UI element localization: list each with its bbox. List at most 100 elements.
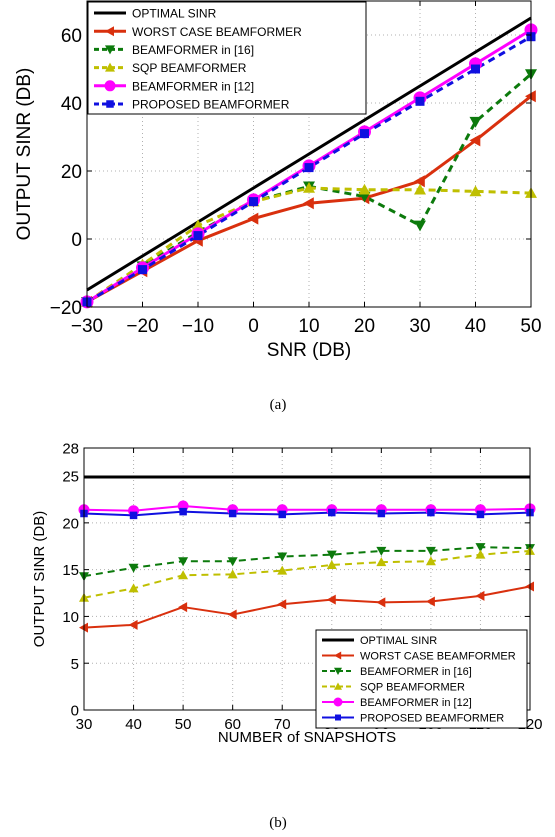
legend-box (315, 629, 528, 729)
data-point (326, 594, 336, 605)
data-point (138, 265, 147, 275)
series-line-1 (83, 585, 531, 629)
legend-entry: OPTIMAL SINR (360, 635, 437, 647)
x-tick-label: 70 (274, 716, 291, 733)
legend-marker (106, 100, 114, 108)
data-point (525, 90, 536, 103)
legend-marker (105, 45, 115, 55)
legend-marker (105, 62, 115, 72)
data-point (277, 565, 288, 575)
series-line-4 (83, 505, 531, 512)
legend-marker (334, 651, 342, 660)
data-point (425, 556, 436, 566)
legend-entry: BEAMFORMER in [16] (360, 666, 472, 678)
y-tick-label: 40 (61, 94, 82, 115)
legend-box (87, 1, 367, 115)
x-tick-label: 50 (175, 716, 192, 733)
y-tick-label: 28 (62, 441, 79, 458)
data-point (475, 549, 486, 559)
data-point (277, 599, 287, 610)
data-point (193, 231, 203, 241)
data-point (128, 563, 139, 573)
x-tick-label: −30 (71, 316, 103, 337)
data-point (303, 182, 315, 193)
legend-entry: WORST CASE BEAMFORMER (360, 651, 516, 663)
data-point (227, 609, 237, 620)
data-point (277, 552, 288, 562)
legend-marker (104, 80, 116, 92)
data-point (469, 134, 481, 147)
data-point (227, 569, 238, 579)
data-point (425, 546, 436, 556)
data-point (179, 507, 187, 516)
data-point (227, 557, 238, 567)
data-point (303, 197, 314, 210)
x-tick-label: 40 (465, 316, 486, 337)
y-tick-label: 15 (62, 562, 79, 579)
x-tick-label: 50 (520, 316, 541, 337)
legend-entry: BEAMFORMER in [12] (132, 79, 254, 93)
legend-b: OPTIMAL SINR WORST CASE BEAMFORMER BEAMFOR… (315, 629, 528, 729)
x-axis-label: NUMBER of SNAPSHOTS (218, 729, 396, 746)
data-point (376, 546, 387, 556)
data-point (228, 509, 237, 518)
data-point (376, 557, 387, 567)
x-tick-label: 60 (224, 716, 241, 733)
series-line-5 (83, 510, 531, 517)
caption-b: (b) (269, 815, 287, 831)
x-tick-label: 0 (248, 316, 259, 337)
legend-marker (334, 667, 342, 675)
legend-entry: BEAMFORMER in [16] (132, 43, 254, 57)
data-point (475, 590, 485, 601)
y-tick-label: 60 (61, 26, 82, 47)
legend-marker (335, 714, 341, 721)
data-point (178, 602, 188, 613)
data-point (326, 559, 337, 569)
series-line-5 (86, 35, 532, 304)
data-point (304, 163, 314, 173)
data-point (128, 619, 138, 630)
legend-marker (333, 697, 343, 707)
data-point (471, 64, 480, 74)
y-tick-label: 0 (71, 230, 82, 251)
y-tick-label: 20 (62, 515, 79, 532)
legend-entry: PROPOSED BEAMFORMER (132, 98, 290, 112)
y-tick-label: 10 (62, 609, 79, 626)
data-point (192, 219, 204, 231)
data-point (414, 220, 426, 232)
data-point (247, 212, 259, 225)
data-point (128, 583, 139, 593)
data-point (427, 508, 435, 517)
x-tick-label: 20 (354, 316, 375, 337)
y-tick-label: 5 (71, 656, 79, 673)
legend-entry: OPTIMAL SINR (132, 7, 217, 21)
data-point (360, 129, 369, 139)
legend-entry: PROPOSED BEAMFORMER (360, 713, 504, 725)
data-point (377, 509, 386, 518)
data-point (358, 183, 371, 195)
x-tick-label: −10 (182, 316, 214, 337)
data-point (278, 510, 286, 519)
x-tick-label: 10 (298, 316, 319, 337)
x-tick-label: 30 (409, 316, 430, 337)
data-point (469, 116, 482, 128)
y-tick-label: 20 (61, 162, 82, 183)
legend-marker (334, 682, 342, 690)
x-axis-label: SNR (DB) (267, 340, 351, 361)
y-axis-label: OUTPUT SINR (DB) (31, 511, 48, 647)
data-point (249, 197, 258, 207)
data-point (328, 508, 336, 517)
data-point (414, 183, 426, 195)
data-point (178, 557, 189, 567)
axes-frame-b (83, 447, 531, 711)
series-line-3 (83, 549, 531, 599)
y-axis-label: OUTPUT SINR (DB) (14, 68, 35, 241)
legend-entry: WORST CASE BEAMFORMER (132, 25, 302, 39)
legend-entry: SQP BEAMFORMER (360, 682, 465, 694)
data-point (414, 175, 425, 188)
data-point (129, 511, 138, 520)
data-point (376, 597, 386, 608)
